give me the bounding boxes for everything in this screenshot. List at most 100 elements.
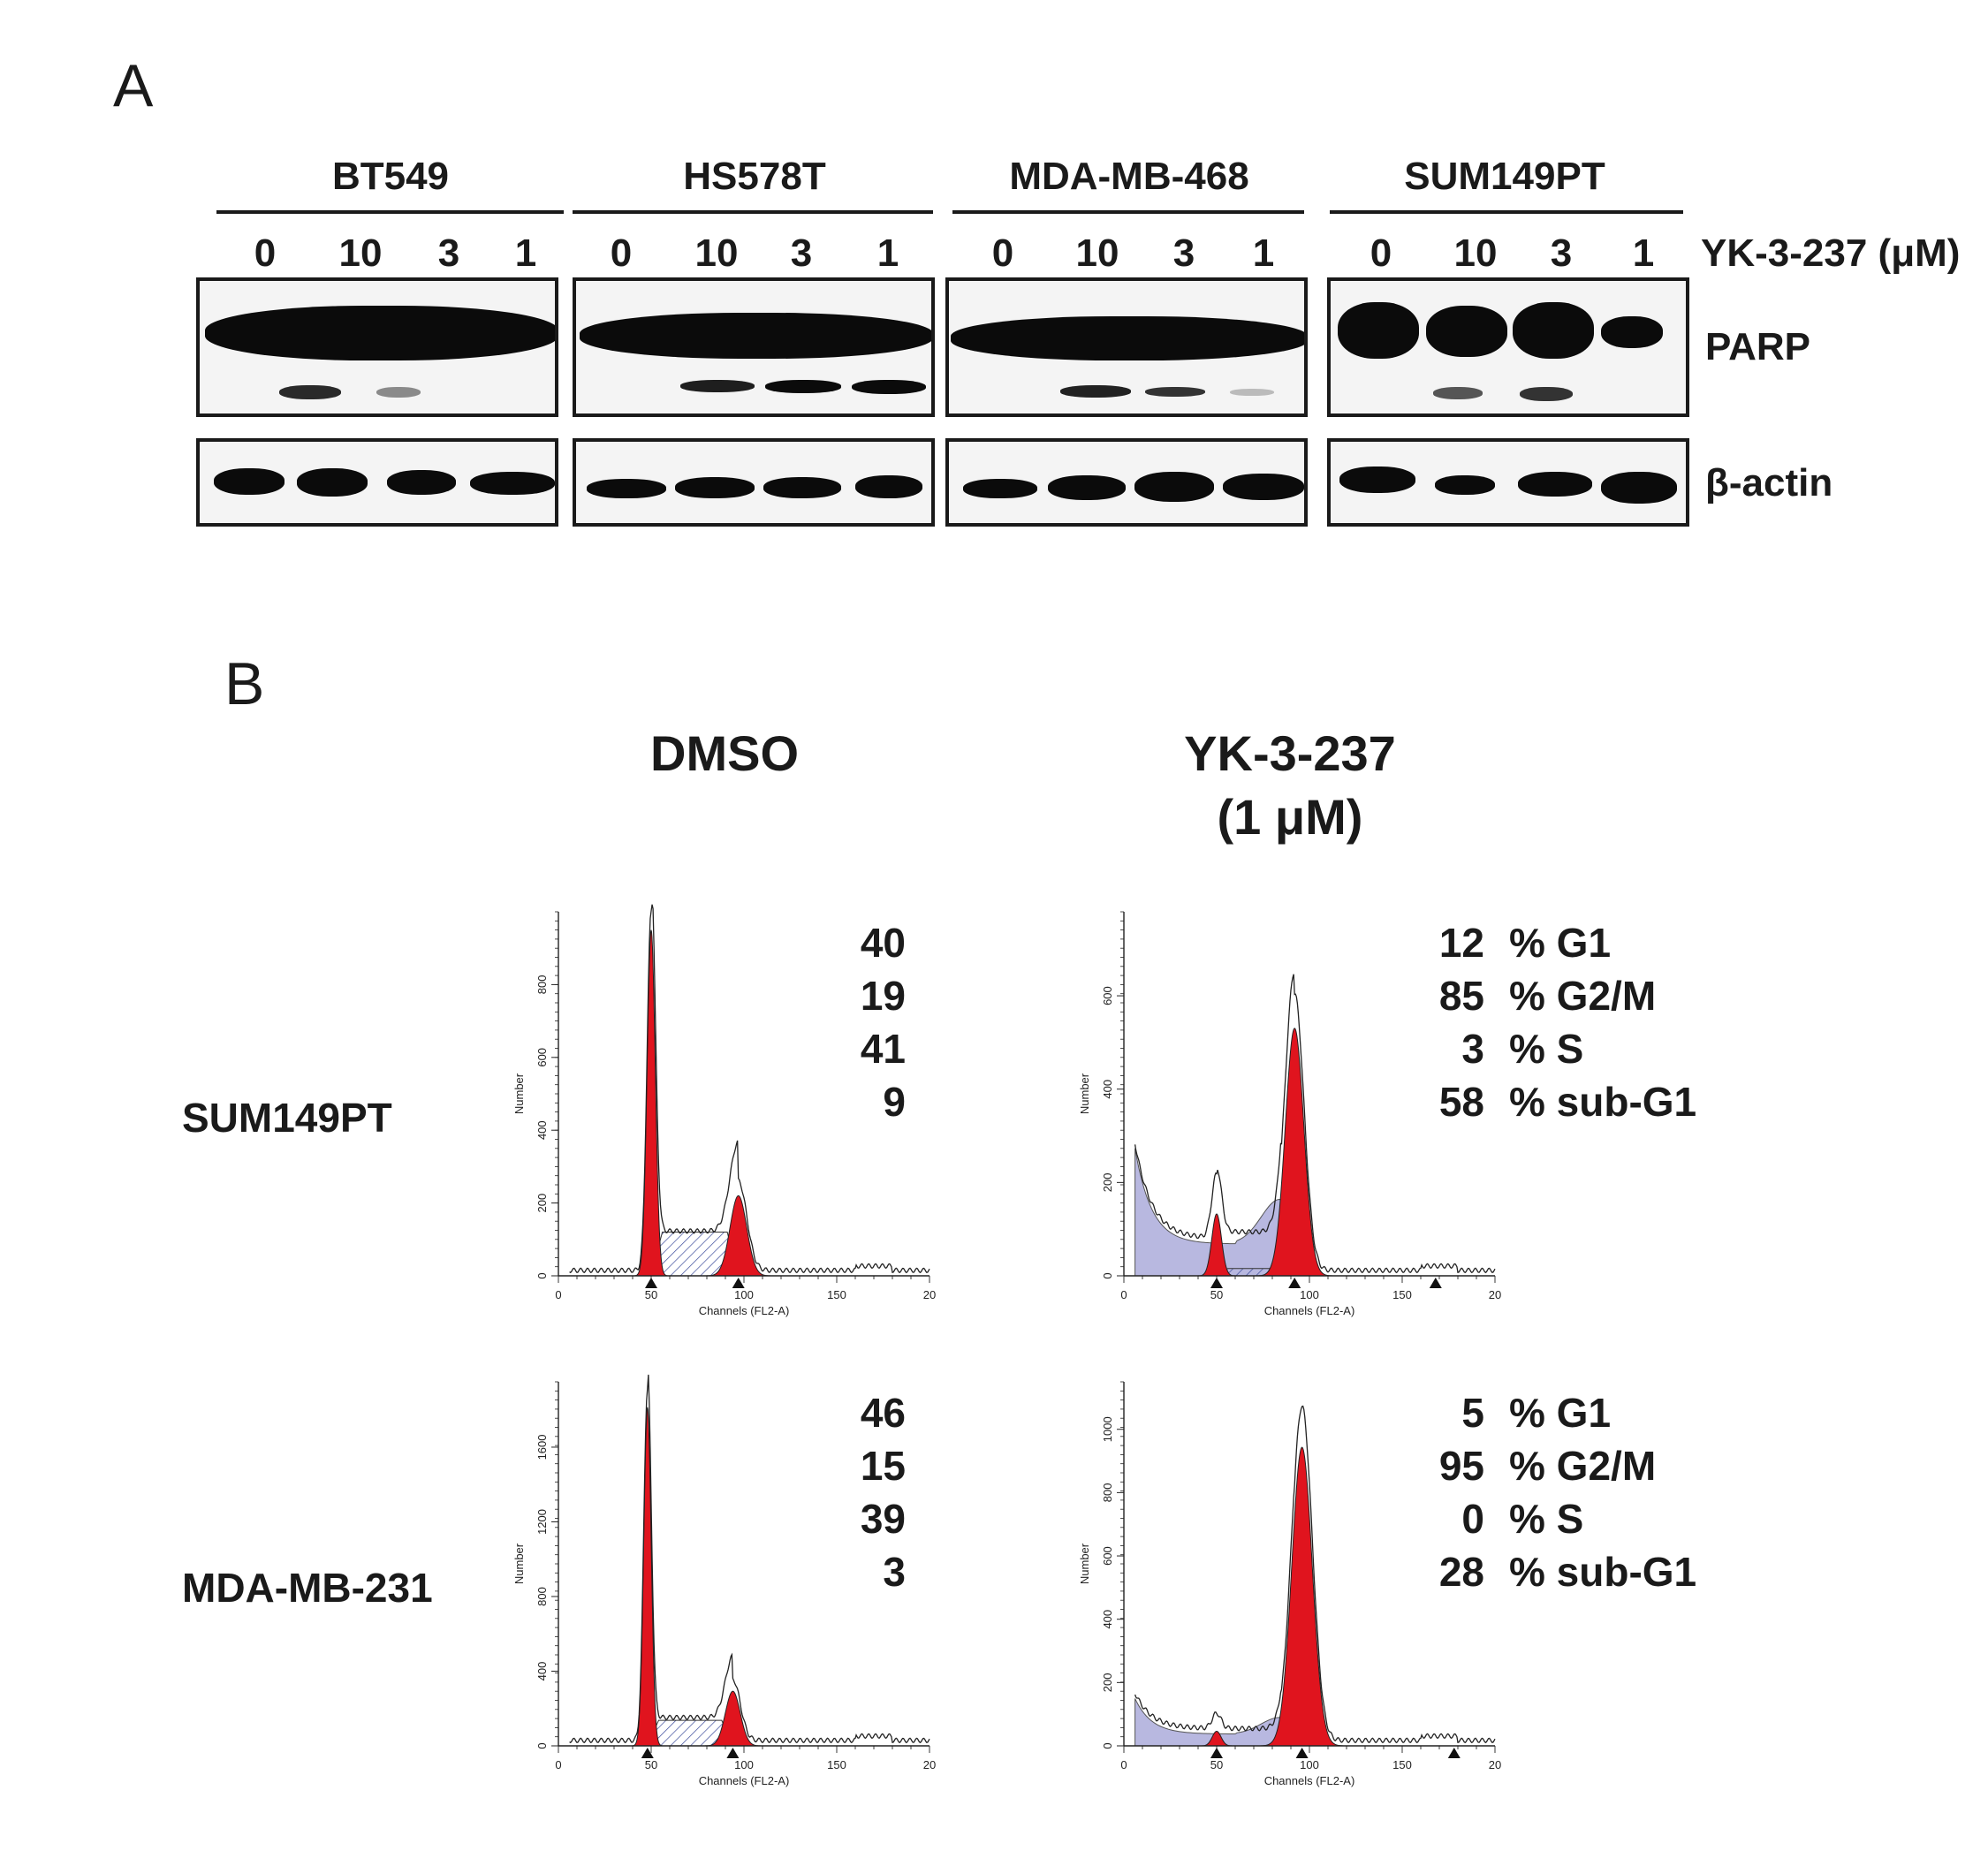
x-tick-label: 150 — [827, 1758, 846, 1771]
dose-label: 0 — [1370, 231, 1392, 275]
g2m-peak — [1260, 1446, 1344, 1747]
x-tick-label: 20 — [923, 1288, 936, 1301]
row-label-sum149pt: SUM149PT — [182, 1095, 392, 1141]
band-actin — [1601, 472, 1677, 504]
band-parp-cleaved — [1433, 387, 1483, 399]
x-axis-label: Channels (FL2-A) — [699, 1304, 790, 1317]
y-tick-label: 200 — [1101, 1673, 1114, 1692]
band-actin — [1435, 475, 1495, 495]
panel-a-letter: A — [113, 52, 154, 119]
band-actin — [855, 475, 922, 498]
x-tick-label: 50 — [645, 1758, 657, 1771]
stat-value: 58 — [1438, 1079, 1484, 1125]
dose-label: 3 — [437, 231, 460, 275]
y-tick-label: 800 — [535, 1587, 549, 1606]
x-tick-label: 20 — [923, 1758, 936, 1771]
band-parp-full — [1601, 316, 1663, 348]
stat-value: 3 — [1461, 1026, 1484, 1072]
peak-marker — [732, 1278, 745, 1288]
phase-label-s: % S — [1509, 1026, 1584, 1072]
x-tick-label: 150 — [1392, 1758, 1412, 1771]
blot-actin-hs578t — [573, 438, 935, 527]
x-tick-label: 150 — [1392, 1288, 1412, 1301]
x-tick-label: 20 — [1489, 1288, 1501, 1301]
g2m-peak — [704, 1195, 772, 1277]
blot-parp-hs578t — [573, 277, 935, 417]
x-tick-label: 0 — [1120, 1758, 1127, 1771]
y-tick-label: 400 — [535, 1662, 549, 1681]
x-tick-label: 50 — [1210, 1758, 1223, 1771]
condition-title-treatment: YK-3-237 — [1184, 725, 1396, 781]
x-tick-label: 100 — [734, 1758, 754, 1771]
band-parp-cleaved — [1060, 385, 1131, 398]
g2m-peak — [1256, 1028, 1332, 1277]
stat-value: 9 — [883, 1079, 906, 1125]
peak-marker — [1288, 1278, 1301, 1288]
blot-parp-sum149pt — [1327, 277, 1689, 417]
x-tick-label: 100 — [1300, 1288, 1319, 1301]
treatment-label: YK-3-237 (μM) — [1701, 231, 1961, 275]
dose-label: 0 — [610, 231, 633, 275]
stat-value: 95 — [1438, 1443, 1484, 1489]
x-tick-label: 0 — [1120, 1288, 1127, 1301]
dose-label: 10 — [338, 231, 383, 275]
band-parp-full — [205, 306, 555, 360]
histogram-sum149pt-yk: 0 200 400 600 Number 0 50 100 150 20 Channels (FL2… — [1078, 911, 1501, 1317]
y-tick-label: 0 — [1101, 1742, 1114, 1748]
band-actin — [470, 472, 555, 495]
y-tick-label: 1200 — [535, 1509, 549, 1535]
dose-label: 1 — [876, 231, 899, 275]
peak-marker — [1429, 1278, 1442, 1288]
y-tick-label: 200 — [535, 1194, 549, 1213]
stat-value: 85 — [1438, 973, 1484, 1019]
phase-label-s: % S — [1509, 1496, 1584, 1542]
histogram-mda-mb-231-dmso: 0 400 800 1200 1600 Number 0 50 100 150 20 Channels… — [512, 1374, 936, 1787]
band-actin — [214, 468, 285, 495]
band-actin — [1134, 472, 1214, 502]
y-tick-label: 600 — [1101, 986, 1114, 1005]
row-label-mda-mb-231: MDA-MB-231 — [182, 1565, 433, 1611]
blot-actin-mda-mb-468 — [945, 438, 1308, 527]
band-actin — [587, 479, 666, 498]
x-tick-label: 150 — [827, 1288, 846, 1301]
y-axis-label: Number — [1078, 1073, 1091, 1114]
dose-label: 10 — [694, 231, 739, 275]
stat-value: 46 — [860, 1390, 906, 1436]
phase-label-g2m: % G2/M — [1509, 1443, 1657, 1489]
stat-value: 40 — [860, 920, 906, 966]
band-actin — [963, 479, 1037, 498]
histogram-outline — [1134, 974, 1496, 1274]
stat-value: 0 — [1461, 1496, 1484, 1542]
s-phase-region — [647, 1719, 734, 1747]
peak-marker — [641, 1748, 654, 1758]
band-parp-cleaved — [1145, 387, 1205, 397]
protein-label-parp: PARP — [1705, 325, 1810, 368]
y-axis-label: Number — [1078, 1543, 1091, 1584]
blot-actin-sum149pt — [1327, 438, 1689, 527]
stat-value: 41 — [860, 1026, 906, 1072]
band-parp-full — [1513, 302, 1594, 359]
condition-title-dmso: DMSO — [650, 725, 799, 781]
peak-marker — [726, 1748, 740, 1758]
panel-b-letter: B — [224, 650, 265, 717]
band-parp-cleaved — [680, 380, 755, 392]
y-axis-label: Number — [512, 1543, 526, 1584]
band-actin — [387, 470, 456, 495]
cell-line-title-bt549: BT549 — [331, 155, 450, 198]
x-tick-label: 100 — [734, 1288, 754, 1301]
x-tick-label: 0 — [555, 1758, 561, 1771]
dose-label: 3 — [790, 231, 813, 275]
x-tick-label: 20 — [1489, 1758, 1501, 1771]
blot-actin-bt549 — [196, 438, 558, 527]
dose-label: 3 — [1172, 231, 1195, 275]
peak-marker — [1295, 1748, 1309, 1758]
band-actin — [1223, 474, 1304, 500]
y-tick-label: 400 — [1101, 1610, 1114, 1629]
phase-label-g1: % G1 — [1509, 920, 1612, 966]
y-tick-label: 400 — [535, 1120, 549, 1140]
peak-marker — [1447, 1748, 1461, 1758]
y-tick-label: 0 — [1101, 1272, 1114, 1278]
x-axis-label: Channels (FL2-A) — [1264, 1774, 1355, 1787]
stat-value: 3 — [883, 1549, 906, 1595]
